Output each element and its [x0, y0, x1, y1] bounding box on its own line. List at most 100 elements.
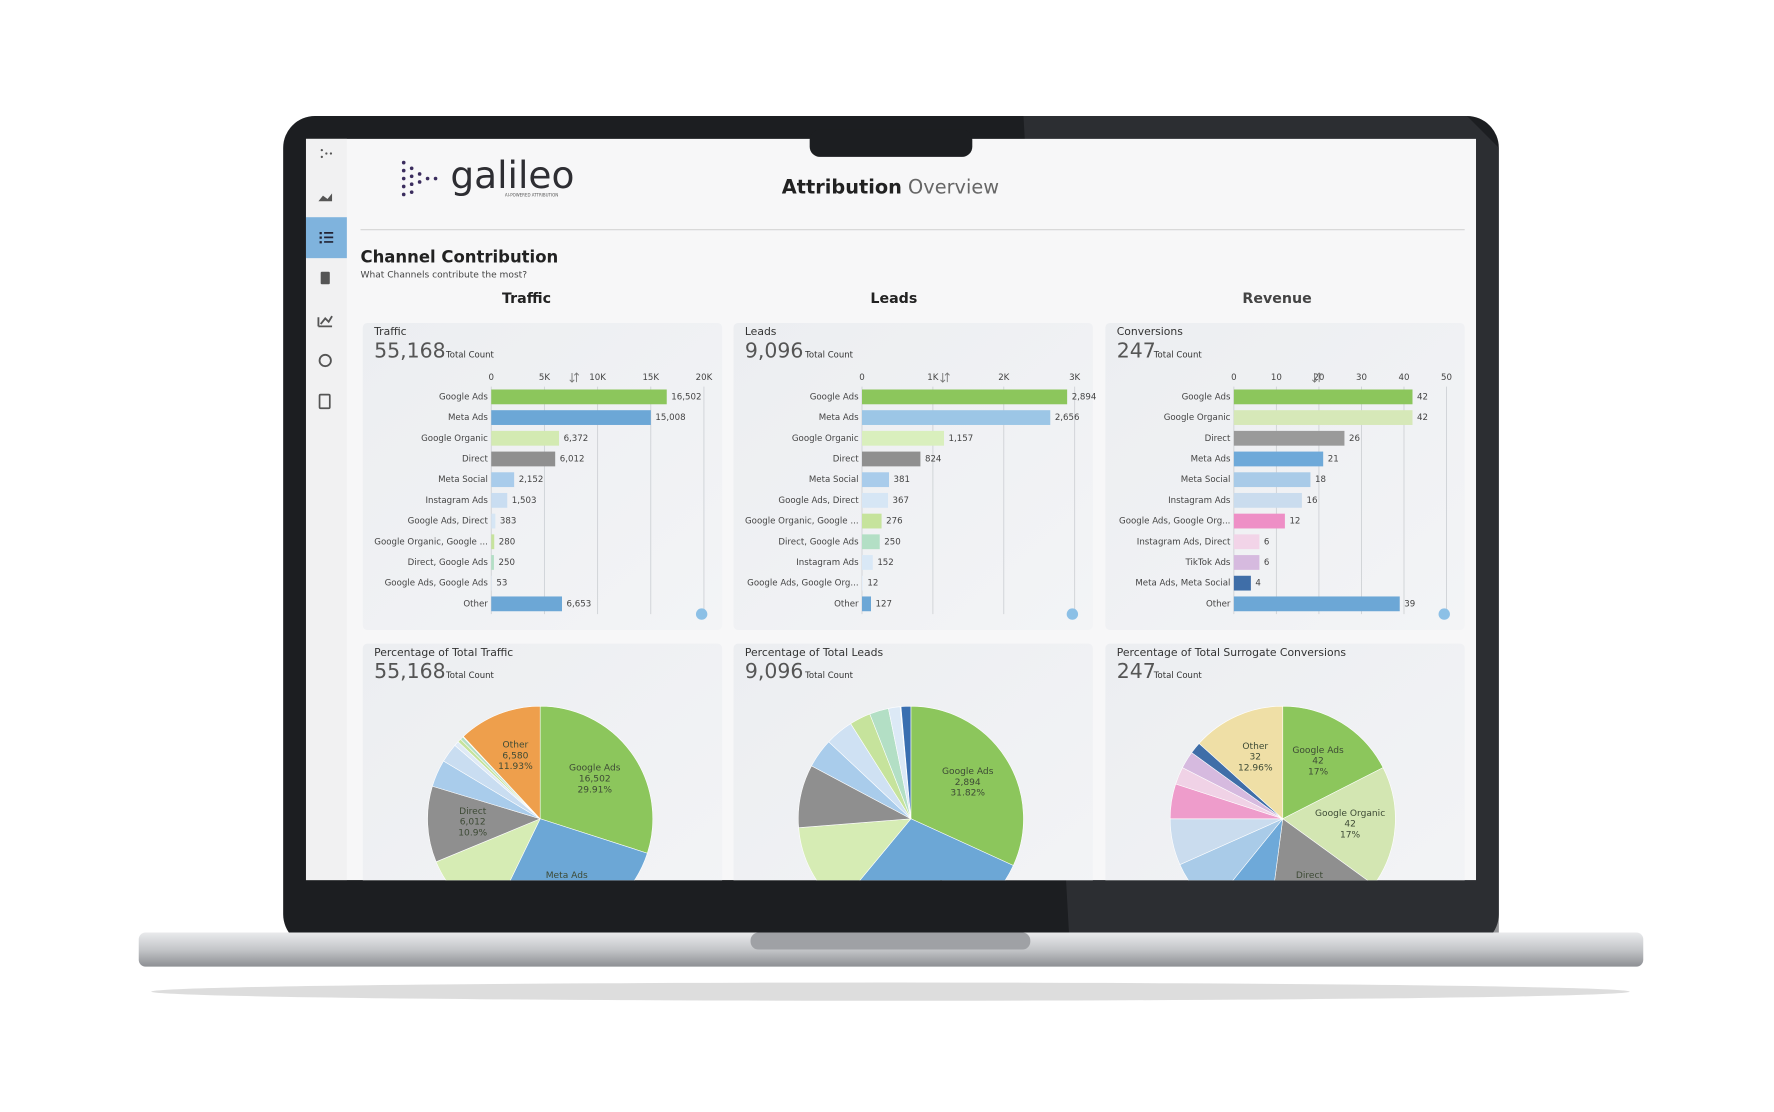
nav-icon[interactable] [318, 393, 331, 410]
slice-label: Direct [459, 807, 487, 817]
logo-mark [401, 160, 438, 197]
bar [491, 575, 492, 591]
bar [861, 472, 890, 488]
slice-label: Google Ads [569, 764, 621, 774]
category-label: Google Organic [1164, 413, 1231, 423]
category-label: Other [834, 599, 859, 609]
x-tick-label: 2K [998, 373, 1009, 383]
slice-label: Google Ads [942, 767, 994, 777]
value-label: 39 [1404, 599, 1415, 609]
scaled-content: galileo AI-POWERED ATTRIBUTION Attributi… [138, 115, 1644, 1001]
x-tick-label: 20K [696, 373, 713, 383]
bar [861, 555, 873, 570]
category-label: Google Ads, Direct [778, 496, 859, 506]
category-label: Meta Social [438, 475, 488, 485]
sort-icon[interactable] [940, 372, 950, 383]
slice-label: 17% [1340, 830, 1361, 840]
value-label: 1,157 [949, 434, 974, 444]
category-label: TikTok Ads [1185, 558, 1231, 568]
value-label: 127 [876, 599, 892, 609]
nav-icon[interactable] [317, 315, 333, 328]
bar [861, 451, 921, 467]
title-bold: Attribution [782, 175, 902, 198]
sort-icon[interactable] [1312, 372, 1322, 383]
slice-label: Google Ads [1292, 746, 1344, 756]
category-label: Direct, Google Ads [778, 537, 859, 547]
bar [861, 534, 880, 550]
bar [491, 534, 495, 550]
value-label: 16,502 [671, 392, 701, 402]
bar [491, 389, 667, 405]
bar [491, 596, 563, 612]
value-label: 42 [1417, 413, 1428, 423]
nav-icon[interactable] [320, 271, 330, 285]
menu-icon[interactable] [320, 148, 323, 152]
value-label: 381 [894, 475, 910, 485]
kpi-total: 247 [1117, 659, 1156, 683]
kpi-total: 9,096 [745, 338, 804, 362]
value-label: 26 [1349, 434, 1360, 444]
slice-label: 2,894 [955, 778, 981, 788]
slice-label: 6,580 [502, 751, 528, 761]
value-label: 42 [1417, 392, 1428, 402]
value-label: 4 [1255, 579, 1261, 589]
slice-label: 11.93% [498, 762, 533, 772]
pie-slice [910, 705, 1024, 866]
slice-label: Meta Ads [905, 880, 947, 890]
value-label: 6,012 [560, 454, 585, 464]
value-label: 6,372 [564, 434, 589, 444]
slice-label: Other [1242, 742, 1268, 752]
kpi-label: Total Count [804, 671, 854, 681]
bar [491, 410, 651, 425]
value-label: 1,503 [512, 496, 537, 506]
chart-title: Percentage of Total Surrogate Conversion… [1117, 646, 1347, 659]
value-label: 383 [500, 517, 516, 527]
x-tick-label: 0 [489, 373, 494, 383]
x-tick-label: 0 [1231, 373, 1236, 383]
section-title: Channel Contribution [360, 248, 558, 267]
category-label: Google Ads [810, 392, 859, 402]
category-label: Google Organic [421, 434, 488, 444]
nav-icon[interactable] [319, 231, 334, 244]
nav-icon[interactable] [318, 193, 333, 202]
sidebar [305, 138, 347, 881]
bar [1233, 389, 1413, 405]
pie-slice [1198, 705, 1284, 820]
bar [1233, 575, 1251, 591]
bar [1233, 534, 1260, 550]
bar [1233, 492, 1302, 508]
x-tick-label: 5K [539, 373, 550, 383]
value-label: 2,656 [1055, 413, 1080, 423]
logo-text: galileo [450, 153, 574, 197]
kpi-label: Total Count [804, 350, 854, 360]
value-label: 6,653 [567, 599, 592, 609]
kpi-label: Total Count [445, 350, 495, 360]
chart-title: Conversions [1117, 325, 1184, 338]
pie-slice [900, 705, 912, 819]
category-label: Instagram Ads [796, 558, 859, 568]
slice-label: 16,502 [579, 774, 611, 784]
slice-label: 29.91% [577, 785, 612, 795]
value-label: 2,152 [519, 475, 544, 485]
kpi-total: 247 [1117, 338, 1156, 362]
category-label: Meta Ads [819, 413, 859, 423]
pie-slice [539, 705, 654, 854]
bar [1233, 513, 1285, 529]
nav-icon[interactable] [318, 353, 332, 368]
category-label: Google Ads, Direct [408, 517, 489, 527]
kpi-total: 55,168 [374, 659, 446, 683]
bar [1233, 451, 1324, 467]
value-label: 824 [925, 454, 941, 464]
category-label: Meta Ads [448, 413, 488, 423]
bar [491, 451, 556, 467]
thumb-notch [750, 932, 1031, 950]
sort-icon[interactable] [569, 372, 580, 383]
scroll-indicator [695, 608, 708, 620]
column-title: Traffic [502, 291, 551, 307]
pie-slice [798, 818, 912, 881]
value-label: 6 [1264, 537, 1270, 547]
chart-title: Leads [745, 325, 777, 338]
kpi-label: Total Count [445, 671, 495, 681]
